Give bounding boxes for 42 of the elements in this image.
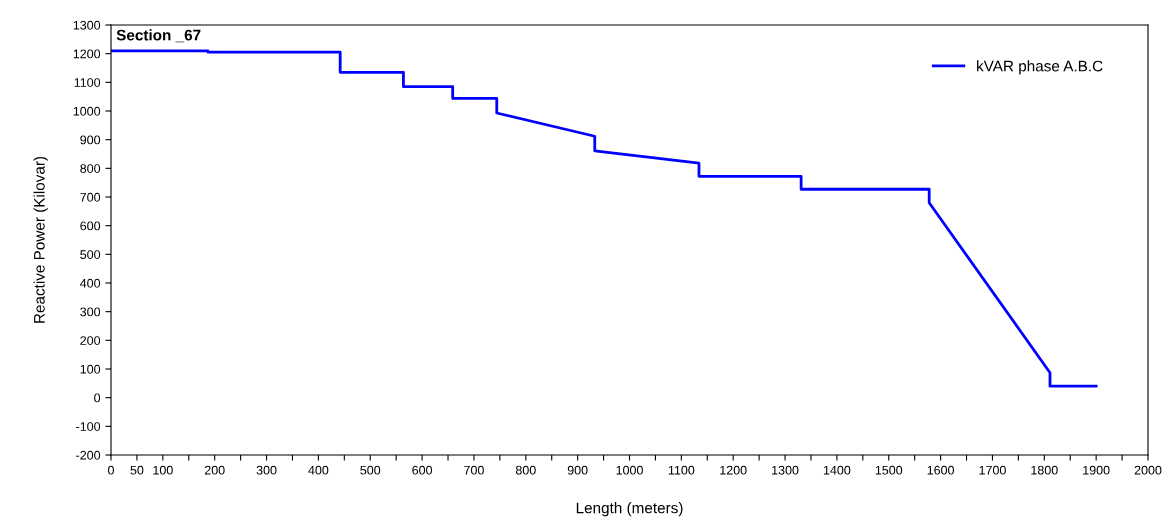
- y-tick-label: 500: [80, 250, 101, 259]
- x-tick-label: 50: [130, 465, 144, 475]
- y-tick-label: 900: [80, 135, 101, 145]
- y-tick-label: 200: [80, 336, 101, 345]
- x-tick-label: 500: [360, 465, 381, 475]
- x-tick-label: 400: [308, 465, 329, 475]
- x-tick-label: 300: [256, 465, 277, 475]
- x-tick-label: 0: [108, 465, 114, 475]
- y-tick-label: 1000: [73, 106, 101, 116]
- y-tick-label: 400: [80, 278, 101, 288]
- y-tick-label: 0: [94, 393, 101, 403]
- x-tick-label: 1400: [823, 465, 851, 475]
- x-tick-label: 1900: [1083, 465, 1110, 475]
- y-tick-label: 300: [80, 307, 101, 317]
- x-tick-label: 200: [204, 465, 225, 475]
- x-tick-label: 1100: [668, 465, 695, 475]
- chart-title: Section _67: [116, 29, 201, 43]
- y-tick-label: 100: [80, 364, 101, 374]
- x-tick-label: 1200: [720, 465, 747, 475]
- x-tick-label: 700: [464, 465, 484, 475]
- y-tick-label: -100: [76, 422, 101, 431]
- y-tick-label: 1200: [73, 49, 101, 59]
- y-tick-label: 800: [80, 164, 101, 173]
- y-tick-label: -200: [76, 450, 101, 460]
- y-axis-title: Reactive Power (Kilovar): [33, 156, 48, 323]
- x-tick-label: 1700: [979, 465, 1006, 475]
- x-tick-label: 2000: [1134, 465, 1162, 475]
- y-tick-label: 700: [80, 192, 101, 202]
- y-tick-label: 1300: [73, 20, 101, 30]
- x-axis-title: Length (meters): [576, 502, 683, 517]
- x-tick-label: 1800: [1031, 465, 1058, 475]
- x-tick-label: 1300: [772, 465, 799, 475]
- x-tick-label: 900: [567, 465, 588, 475]
- x-tick-label: 800: [515, 465, 536, 475]
- y-tick-label: 1100: [74, 78, 101, 87]
- x-tick-label: 100: [153, 465, 173, 475]
- x-tick-label: 1600: [927, 465, 955, 475]
- x-tick-label: 1000: [616, 465, 643, 475]
- x-tick-label: 600: [412, 465, 433, 475]
- legend-label: kVAR phase A.B.C: [977, 60, 1103, 75]
- x-tick-label: 1500: [875, 465, 903, 475]
- y-tick-label: 600: [80, 221, 101, 231]
